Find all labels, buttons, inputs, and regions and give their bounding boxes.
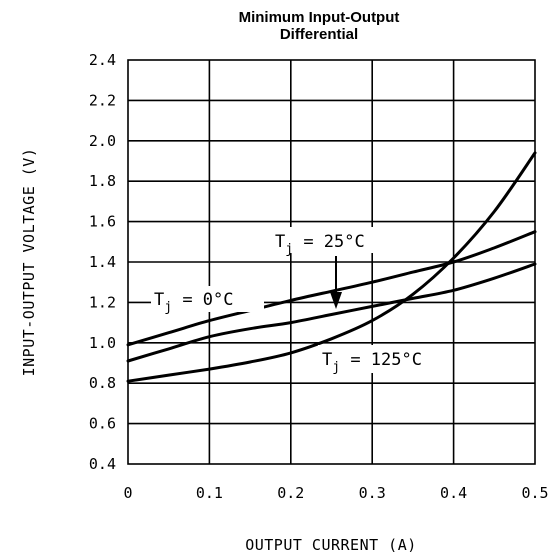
y-tick-label: 1.2	[89, 293, 116, 311]
annotations: Tj = 0°C Tj = 25°C Tj = 125°C	[151, 227, 448, 375]
series-tj-0c-line	[126, 230, 537, 347]
x-tick-label: 0.4	[440, 484, 467, 502]
chart-title-line-2: Differential	[280, 26, 358, 43]
label-tj-0c: Tj = 0°C	[154, 290, 234, 315]
chart-title-line-1: Minimum Input-Output	[239, 9, 400, 26]
label-background	[272, 227, 394, 253]
series-tj-25c-line	[126, 262, 537, 363]
y-tick-label: 0.8	[89, 374, 116, 392]
y-tick-label: 0.6	[89, 415, 116, 433]
y-tick-label: 2.4	[89, 51, 116, 69]
x-tick-label: 0.2	[277, 484, 304, 502]
curves	[126, 151, 537, 383]
label-background	[318, 345, 448, 373]
y-tick-label: 1.8	[89, 172, 116, 190]
x-tick-label: 0.3	[359, 484, 386, 502]
y-tick-label: 0.4	[89, 455, 116, 473]
axis-ticks: 0 0.1 0.2 0.3 0.4 0.5 0.4 0.6 0.8 1.0 1.2 1.4 1.6 1.8…	[89, 51, 549, 502]
y-tick-label: 2.0	[89, 132, 116, 150]
x-axis-label: OUTPUT CURRENT (A)	[245, 536, 417, 554]
x-tick-label: 0.5	[521, 484, 548, 502]
series-tj-125c-line	[126, 151, 537, 383]
y-tick-label: 1.6	[89, 213, 116, 231]
label-tj-125c: Tj = 125°C	[322, 350, 422, 375]
pointer-arrow-head	[330, 292, 342, 309]
label-tj-25c: Tj = 25°C	[275, 232, 365, 257]
plot-grid	[127, 59, 536, 465]
x-tick-label: 0	[123, 484, 132, 502]
y-tick-label: 1.4	[89, 253, 116, 271]
y-axis-label: INPUT-OUTPUT VOLTAGE (V)	[20, 148, 38, 377]
label-background	[151, 286, 264, 312]
x-tick-label: 0.1	[196, 484, 223, 502]
y-tick-label: 2.2	[89, 91, 116, 109]
y-tick-label: 1.0	[89, 334, 116, 352]
